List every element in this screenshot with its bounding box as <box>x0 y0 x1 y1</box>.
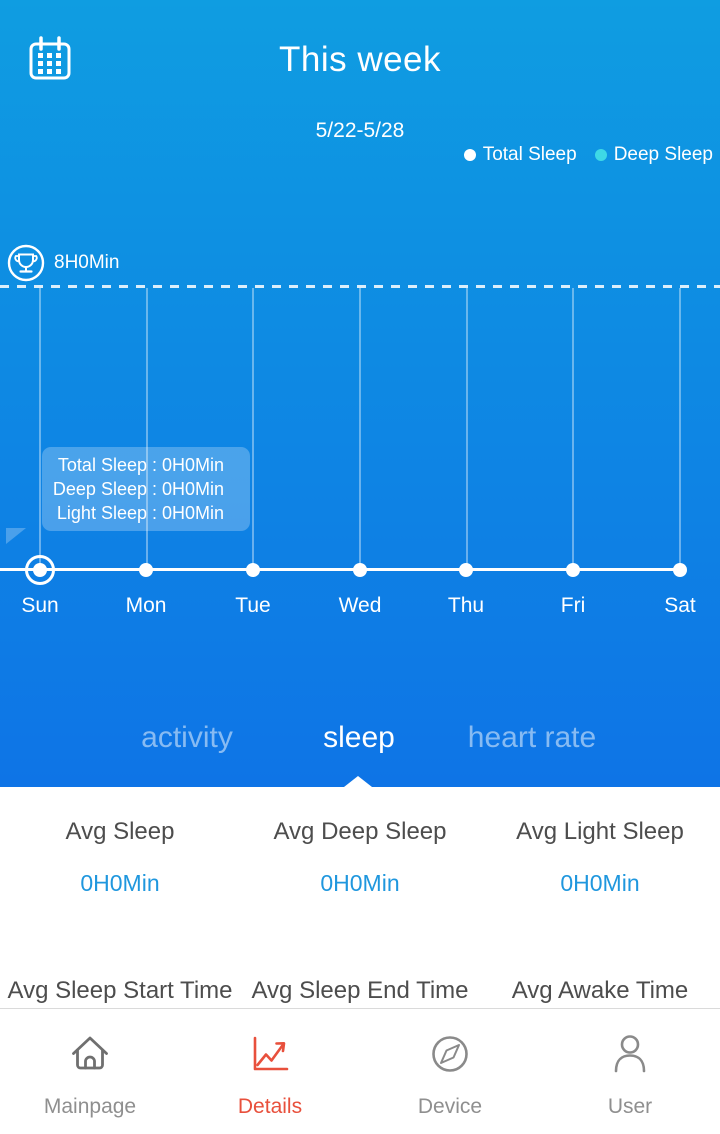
stat-label: Avg Sleep End Time <box>251 977 469 1004</box>
stat-avg-deep-sleep: Avg Deep Sleep 0H0Min <box>240 818 480 897</box>
day-label-wed[interactable]: Wed <box>338 594 382 617</box>
gridline-thu <box>466 288 468 568</box>
goal-label: 8H0Min <box>54 252 120 273</box>
tooltip-label: Deep Sleep <box>52 479 147 499</box>
trophy-icon <box>7 244 45 282</box>
user-icon <box>614 1035 646 1073</box>
tab-sleep[interactable]: sleep <box>323 721 395 754</box>
day-point-mon[interactable] <box>139 563 153 577</box>
calendar-icon[interactable] <box>26 34 74 84</box>
stat-label: Avg Awake Time <box>511 977 689 1004</box>
tooltip-row-light: Light Sleep:0H0Min <box>50 501 236 525</box>
gridline-sun <box>39 288 41 568</box>
tooltip-value: 0H0Min <box>162 503 225 523</box>
day-label-mon[interactable]: Mon <box>125 594 167 617</box>
stat-label: Avg Sleep <box>65 818 175 845</box>
tooltip-value: 0H0Min <box>162 455 225 475</box>
tab-activity[interactable]: activity <box>141 721 233 754</box>
stat-label: Avg Light Sleep <box>516 818 684 845</box>
home-icon <box>72 1036 108 1070</box>
legend-label: Total Sleep <box>482 144 577 165</box>
tab-heart-rate[interactable]: heart rate <box>467 721 597 754</box>
sleep-goal: 8H0Min <box>6 243 119 283</box>
legend-label: Deep Sleep <box>613 144 713 165</box>
day-point-sat[interactable] <box>673 563 687 577</box>
nav-user[interactable]: User <box>540 1009 720 1134</box>
gridline-mon <box>146 288 148 568</box>
page-title: This week <box>278 40 442 79</box>
stats-row-2: Avg Sleep Start Time Avg Sleep End Time … <box>0 977 720 1005</box>
line-chart-icon <box>253 1036 289 1071</box>
gridline-sat <box>679 288 681 568</box>
legend-deep-sleep: Deep Sleep <box>594 144 713 166</box>
stat-avg-sleep-end: Avg Sleep End Time <box>240 977 480 1005</box>
nav-mainpage[interactable]: Mainpage <box>0 1009 180 1134</box>
goal-dashed-line <box>0 285 720 288</box>
tooltip-value: 0H0Min <box>162 479 225 499</box>
day-label-sat[interactable]: Sat <box>664 594 696 617</box>
stat-avg-sleep: Avg Sleep 0H0Min <box>0 818 240 897</box>
stat-value: 0H0Min <box>560 870 640 896</box>
stat-avg-awake-time: Avg Awake Time <box>480 977 720 1005</box>
stat-value: 0H0Min <box>80 870 160 896</box>
day-point-thu[interactable] <box>459 563 473 577</box>
day-point-sun[interactable] <box>33 563 47 577</box>
tooltip-label: Light Sleep <box>56 503 147 523</box>
bottom-nav: Mainpage Details Device User <box>0 1008 720 1134</box>
nav-label: Mainpage <box>43 1095 137 1118</box>
stat-avg-sleep-start: Avg Sleep Start Time <box>0 977 240 1005</box>
date-range: 5/22-5/28 <box>315 119 405 142</box>
tooltip-separator: : <box>151 503 157 523</box>
nav-label: User <box>607 1095 653 1118</box>
deep-sleep-dot-icon <box>594 149 607 161</box>
day-label-thu[interactable]: Thu <box>447 594 485 617</box>
nav-device[interactable]: Device <box>360 1009 540 1134</box>
nav-details[interactable]: Details <box>180 1009 360 1134</box>
day-point-wed[interactable] <box>353 563 367 577</box>
sleep-chart-panel: This week 5/22-5/28 Total Sleep Deep Sle… <box>0 0 720 787</box>
tooltip-separator: : <box>151 479 157 499</box>
stat-avg-light-sleep: Avg Light Sleep 0H0Min <box>480 818 720 897</box>
selected-day-ring <box>25 555 55 585</box>
stats-row-1: Avg Sleep 0H0Min Avg Deep Sleep 0H0Min A… <box>0 818 720 897</box>
day-tooltip: Total Sleep:0H0Min Deep Sleep:0H0Min Lig… <box>42 447 250 531</box>
day-label-fri[interactable]: Fri <box>560 594 586 617</box>
chart-legend: Total Sleep Deep Sleep <box>463 144 713 166</box>
stat-label: Avg Sleep Start Time <box>7 977 233 1004</box>
active-tab-pointer <box>344 776 372 787</box>
tooltip-row-deep: Deep Sleep:0H0Min <box>50 477 236 501</box>
stats-section: Avg Sleep 0H0Min Avg Deep Sleep 0H0Min A… <box>0 787 720 1008</box>
total-sleep-dot-icon <box>463 149 476 161</box>
stat-value: 0H0Min <box>320 870 400 896</box>
nav-label: Details <box>237 1095 303 1118</box>
tooltip-tail <box>6 528 26 544</box>
day-label-tue[interactable]: Tue <box>235 594 271 617</box>
compass-icon <box>432 1036 468 1072</box>
day-point-tue[interactable] <box>246 563 260 577</box>
day-label-sun[interactable]: Sun <box>21 594 59 617</box>
tooltip-label: Total Sleep <box>57 455 147 475</box>
gridline-wed <box>359 288 361 568</box>
stat-label: Avg Deep Sleep <box>273 818 447 845</box>
tooltip-separator: : <box>151 455 157 475</box>
tooltip-row-total: Total Sleep:0H0Min <box>50 453 236 477</box>
gridline-tue <box>252 288 254 568</box>
day-point-fri[interactable] <box>566 563 580 577</box>
nav-label: Device <box>417 1095 483 1118</box>
gridline-fri <box>572 288 574 568</box>
legend-total-sleep: Total Sleep <box>463 144 577 166</box>
x-axis-line <box>0 568 681 571</box>
